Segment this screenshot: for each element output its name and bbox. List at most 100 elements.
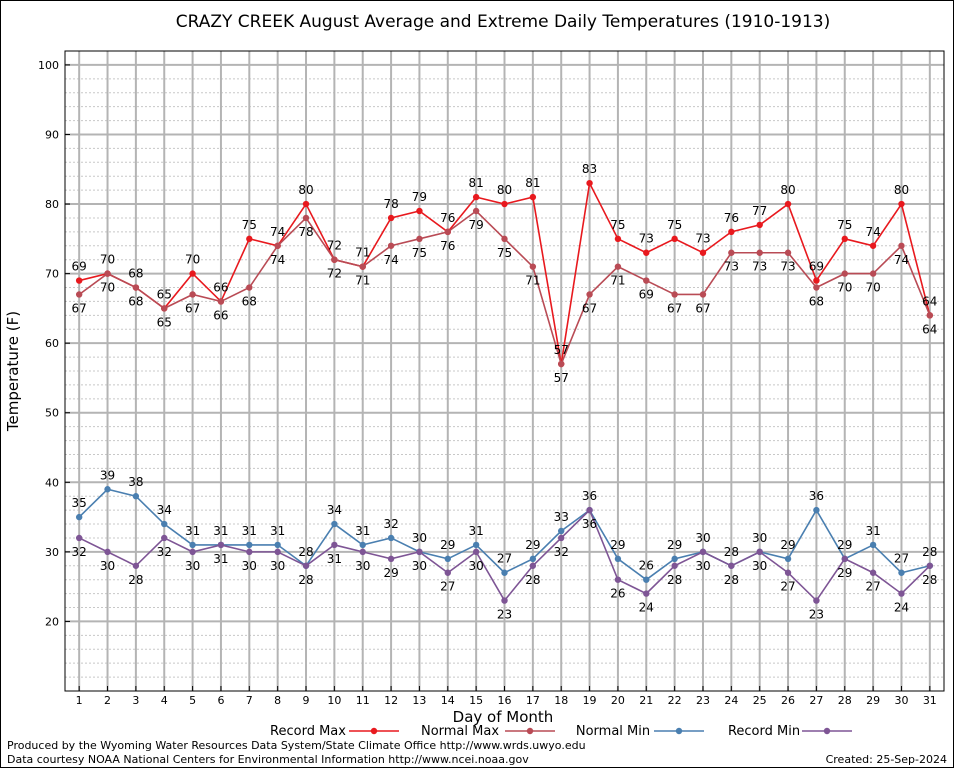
record-min-point <box>416 548 423 556</box>
normal-max-data-label: 68 <box>242 295 257 309</box>
legend-marker-record-min <box>823 727 831 735</box>
y-tick-label: 20 <box>45 615 59 628</box>
y-tick-label: 80 <box>45 198 59 211</box>
normal-min-point <box>671 555 678 563</box>
record-min-point <box>614 576 622 583</box>
x-tick-label: 23 <box>696 694 710 707</box>
normal-max-data-label: 68 <box>809 295 824 309</box>
record-min-data-label: 23 <box>497 608 512 622</box>
record-max-data-label: 80 <box>497 183 512 197</box>
normal-max-point <box>898 242 905 249</box>
record-min-data-label: 27 <box>865 580 880 594</box>
record-min-data-label: 30 <box>752 559 767 573</box>
record-min-point <box>217 541 225 549</box>
normal-max-data-label: 67 <box>185 301 200 315</box>
normal-max-data-label: 72 <box>327 267 342 281</box>
record-min-data-label: 29 <box>383 566 398 580</box>
record-max-data-label: 74 <box>865 225 880 239</box>
record-max-data-label: 75 <box>837 218 852 232</box>
record-max-point <box>869 242 877 249</box>
normal-max-point <box>75 291 83 298</box>
y-axis-label: Temperature (F) <box>4 311 22 432</box>
normal-max-data-label: 69 <box>639 288 654 302</box>
record-min-data-label: 24 <box>639 601 654 615</box>
record-max-point <box>501 200 508 208</box>
normal-max-data-label: 57 <box>554 371 569 385</box>
record-max-data-label: 72 <box>327 239 342 253</box>
record-min-point <box>841 555 848 563</box>
normal-max-data-label: 71 <box>525 274 540 288</box>
record-max-data-label: 69 <box>809 260 824 274</box>
normal-max-data-label: 71 <box>355 274 370 288</box>
footer-data-courtesy: Data courtesy NOAA National Centers for … <box>7 753 529 766</box>
record-min-point <box>728 562 735 569</box>
record-max-point <box>586 179 593 187</box>
record-min-data-label: 36 <box>582 517 597 531</box>
normal-min-data-label: 29 <box>780 538 795 552</box>
normal-min-point <box>501 569 508 576</box>
normal-max-point <box>359 263 366 270</box>
normal-max-data-label: 78 <box>298 225 313 239</box>
record-min-data-label: 26 <box>610 587 625 601</box>
normal-max-data-label: 67 <box>667 301 682 315</box>
record-max-point <box>756 221 763 229</box>
record-max-point <box>671 235 678 243</box>
series-lines <box>75 179 934 604</box>
normal-min-point <box>614 555 622 563</box>
record-max-data-label: 77 <box>752 204 767 218</box>
x-tick-label: 29 <box>866 694 880 707</box>
legend: Record Max Normal Max Normal Min Record Min <box>270 724 852 739</box>
normal-max-point <box>841 270 848 277</box>
record-max-point <box>387 214 395 222</box>
normal-max-data-label: 67 <box>72 301 87 315</box>
normal-min-point <box>161 520 168 528</box>
normal-max-data-label: 73 <box>780 260 795 274</box>
normal-min-point <box>359 541 366 549</box>
normal-max-point <box>104 270 111 277</box>
record-min-data-label: 30 <box>355 559 370 573</box>
record-max-data-label: 79 <box>412 190 427 204</box>
record-min-point <box>869 569 877 576</box>
normal-min-point <box>898 569 905 576</box>
x-tick-label: 16 <box>498 694 512 707</box>
record-min-point <box>161 534 168 542</box>
normal-min-point <box>813 506 820 514</box>
record-min-point <box>246 548 253 556</box>
normal-max-data-label: 65 <box>157 315 172 329</box>
record-min-point <box>302 562 310 569</box>
normal-max-data-label: 67 <box>695 301 710 315</box>
normal-max-point <box>132 284 140 291</box>
normal-min-point <box>472 541 480 549</box>
record-min-point <box>898 590 905 597</box>
record-max-data-label: 74 <box>270 225 285 239</box>
normal-max-point <box>813 284 820 291</box>
record-max-data-label: 81 <box>469 176 484 190</box>
record-max-data-label: 81 <box>525 176 540 190</box>
record-min-point <box>472 548 480 556</box>
normal-max-data-label: 70 <box>100 281 115 295</box>
normal-max-data-label: 64 <box>922 322 937 336</box>
normal-min-data-label: 31 <box>242 524 257 538</box>
record-min-data-label: 32 <box>157 545 172 559</box>
normal-max-point <box>161 305 168 312</box>
legend-marker-normal-min <box>675 727 683 735</box>
record-max-point <box>784 200 792 208</box>
normal-max-data-label: 70 <box>837 281 852 295</box>
record-min-point <box>529 562 537 569</box>
record-max-point <box>841 235 848 243</box>
record-min-data-label: 30 <box>469 559 484 573</box>
x-tick-label: 20 <box>611 694 625 707</box>
record-min-data-label: 23 <box>809 608 824 622</box>
record-max-data-label: 76 <box>440 211 455 225</box>
footer-produced-by: Produced by the Wyoming Water Resources … <box>7 739 586 752</box>
record-max-point <box>643 249 650 256</box>
normal-max-point <box>869 270 877 277</box>
x-axis-label: Day of Month <box>453 708 554 726</box>
axis-ticks: 1 2 3 4 5 6 7 8 9 10 11 12 13 14 15 16 17 18 19 20 21 22 23 24 2… <box>38 59 937 707</box>
normal-max-data-label: 68 <box>128 295 143 309</box>
record-min-point <box>75 534 83 542</box>
normal-min-data-label: 30 <box>695 531 710 545</box>
record-min-point <box>756 548 763 556</box>
record-max-point <box>302 200 310 208</box>
normal-min-point <box>643 576 650 583</box>
